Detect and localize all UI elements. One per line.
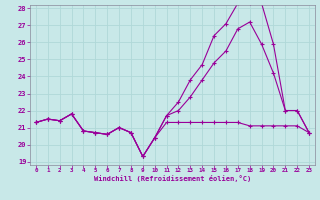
X-axis label: Windchill (Refroidissement éolien,°C): Windchill (Refroidissement éolien,°C) [94, 175, 251, 182]
